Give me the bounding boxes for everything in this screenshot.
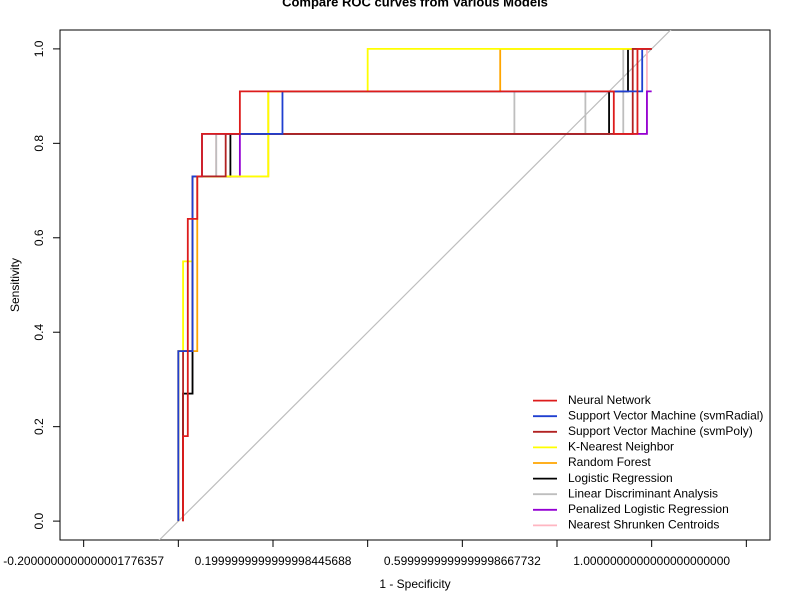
roc-curve	[182, 47, 652, 522]
y-tick-label: 0.8	[32, 135, 46, 152]
y-tick-label: 0.2	[32, 418, 46, 435]
x-axis-label: 1 - Specificity	[379, 577, 450, 591]
y-tick-label: 0.4	[32, 324, 46, 341]
legend-label: Support Vector Machine (svmPoly)	[568, 424, 753, 438]
legend-label: Penalized Logistic Regression	[568, 502, 729, 516]
legend-label: Support Vector Machine (svmRadial)	[568, 408, 763, 422]
legend-label: Logistic Regression	[568, 471, 673, 485]
y-tick-label: 1.0	[32, 40, 46, 57]
x-tick-label: 0.5999999999999998667732	[384, 554, 541, 568]
chart-title: Compare ROC curves from Various Models	[282, 0, 548, 9]
y-tick-label: 0.6	[32, 229, 46, 246]
y-tick-label: 0.0	[32, 512, 46, 529]
legend-label: Random Forest	[568, 455, 651, 469]
legend-label: Neural Network	[568, 393, 652, 407]
x-tick-label: -0.2000000000000001776357	[3, 554, 164, 568]
legend-label: K-Nearest Neighbor	[568, 440, 674, 454]
x-tick-label: 1.0000000000000000000000	[573, 554, 730, 568]
legend-label: Linear Discriminant Analysis	[568, 486, 718, 500]
y-axis-label: Sensitivity	[8, 258, 22, 312]
legend-label: Nearest Shrunken Centroids	[568, 518, 719, 532]
x-tick-label: 0.1999999999999998445688	[195, 554, 352, 568]
